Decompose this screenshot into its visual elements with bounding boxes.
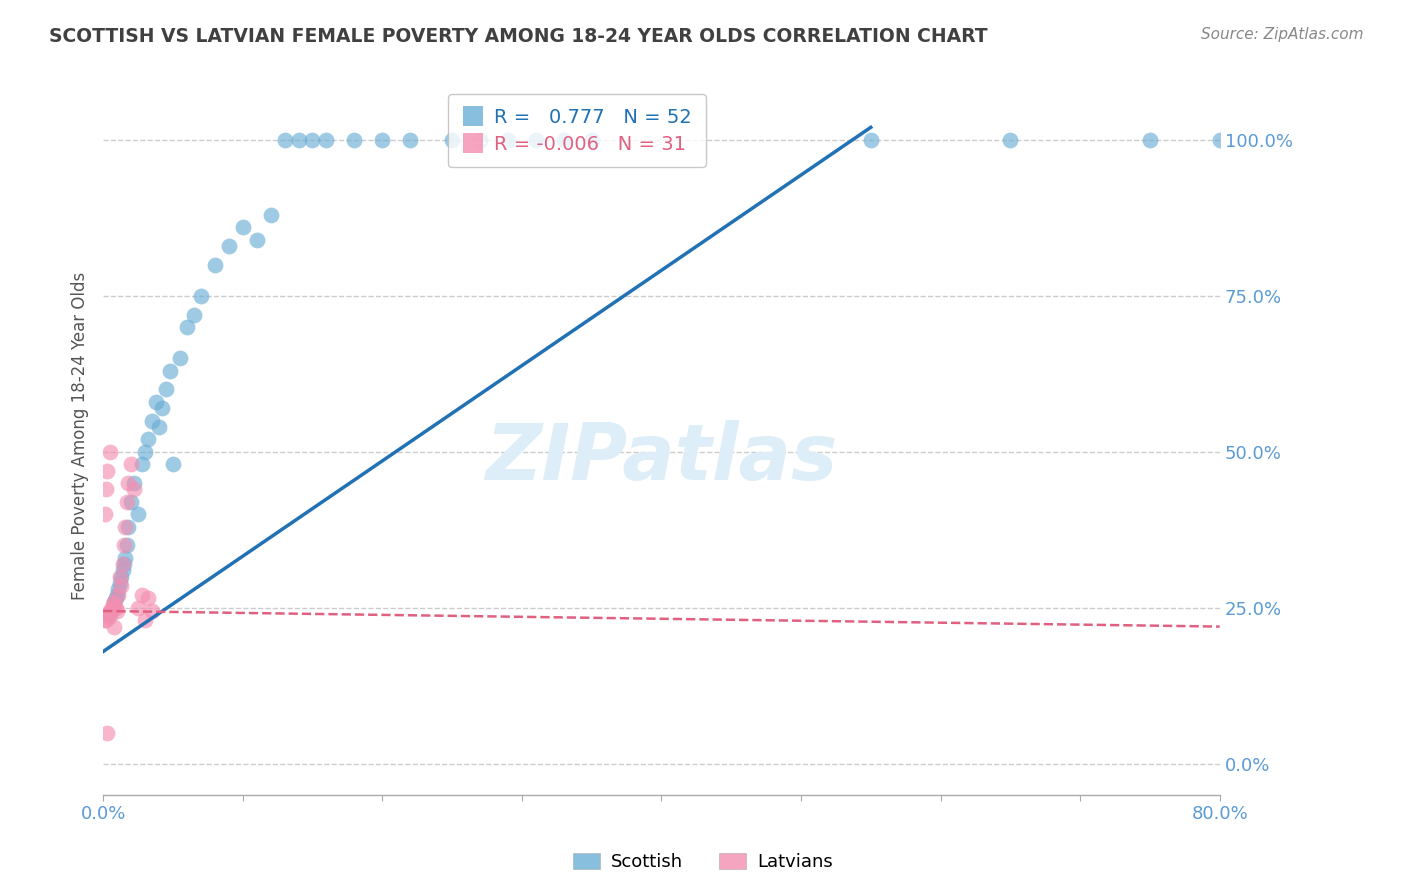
Point [107, 588, 129, 602]
Text: SCOTTISH VS LATVIAN FEMALE POVERTY AMONG 18-24 YEAR OLDS CORRELATION CHART: SCOTTISH VS LATVIAN FEMALE POVERTY AMONG… [49, 27, 988, 45]
Point [120, 458, 142, 472]
Point [127, 600, 149, 615]
Legend: Scottish, Latvians: Scottish, Latvians [565, 846, 841, 879]
Point [111, 563, 134, 577]
Point [162, 458, 184, 472]
Point [112, 538, 135, 552]
Point [98, 445, 121, 459]
Point [399, 133, 422, 147]
Point [273, 133, 295, 147]
Point [159, 364, 181, 378]
Point [176, 320, 198, 334]
Point [232, 220, 254, 235]
Point [204, 258, 226, 272]
Point [101, 598, 124, 612]
Point [524, 133, 547, 147]
Point [136, 591, 159, 606]
Point [98, 604, 121, 618]
Point [134, 445, 156, 459]
Point [93, 508, 115, 522]
Point [131, 458, 153, 472]
Point [183, 308, 205, 322]
Point [496, 133, 519, 147]
Point [131, 588, 153, 602]
Point [110, 579, 132, 593]
Point [1000, 133, 1022, 147]
Point [150, 401, 173, 416]
Point [371, 133, 394, 147]
Point [468, 133, 491, 147]
Point [246, 233, 269, 247]
Text: ZIPatlas: ZIPatlas [485, 420, 838, 496]
Point [110, 569, 132, 583]
Point [94, 483, 117, 497]
Point [136, 433, 159, 447]
Point [120, 495, 142, 509]
Point [169, 351, 191, 366]
Point [103, 594, 125, 608]
Legend: R =   0.777   N = 52, R = -0.006   N = 31: R = 0.777 N = 52, R = -0.006 N = 31 [449, 95, 706, 168]
Point [101, 600, 124, 615]
Point [97, 610, 120, 624]
Point [103, 619, 125, 633]
Point [94, 613, 117, 627]
Point [105, 588, 128, 602]
Point [155, 383, 177, 397]
Point [104, 600, 127, 615]
Point [190, 289, 212, 303]
Point [1209, 133, 1232, 147]
Point [141, 604, 163, 618]
Point [134, 613, 156, 627]
Point [315, 133, 337, 147]
Point [115, 538, 138, 552]
Point [343, 133, 366, 147]
Point [1139, 133, 1161, 147]
Point [441, 133, 464, 147]
Point [100, 600, 122, 615]
Text: Source: ZipAtlas.com: Source: ZipAtlas.com [1201, 27, 1364, 42]
Y-axis label: Female Poverty Among 18-24 Year Olds: Female Poverty Among 18-24 Year Olds [72, 272, 89, 600]
Point [122, 483, 145, 497]
Point [117, 476, 139, 491]
Point [108, 575, 131, 590]
Point [103, 594, 125, 608]
Point [96, 607, 118, 621]
Point [115, 495, 138, 509]
Point [114, 550, 136, 565]
Point [96, 464, 118, 478]
Point [107, 582, 129, 596]
Point [287, 133, 309, 147]
Point [93, 613, 115, 627]
Point [148, 420, 170, 434]
Point [105, 604, 128, 618]
Point [301, 133, 323, 147]
Point [114, 520, 136, 534]
Point [122, 476, 145, 491]
Point [218, 239, 240, 253]
Point [104, 591, 127, 606]
Point [145, 395, 167, 409]
Point [553, 133, 575, 147]
Point [117, 520, 139, 534]
Point [111, 557, 134, 571]
Point [859, 133, 882, 147]
Point [141, 414, 163, 428]
Point [112, 557, 135, 571]
Point [108, 569, 131, 583]
Point [98, 607, 121, 621]
Point [259, 208, 281, 222]
Point [581, 133, 603, 147]
Point [127, 508, 149, 522]
Point [96, 725, 118, 739]
